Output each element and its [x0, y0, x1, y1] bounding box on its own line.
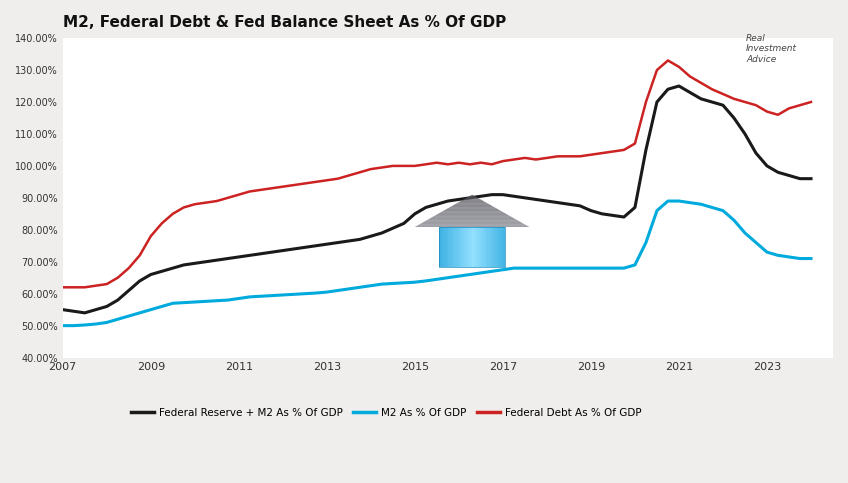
Polygon shape: [460, 201, 485, 202]
Polygon shape: [458, 202, 487, 203]
Polygon shape: [446, 208, 498, 209]
Polygon shape: [445, 209, 499, 210]
Bar: [468, 227, 470, 267]
Polygon shape: [452, 205, 492, 206]
Polygon shape: [421, 223, 523, 224]
Bar: [478, 227, 481, 267]
Polygon shape: [450, 206, 494, 207]
Bar: [448, 227, 450, 267]
Bar: [500, 227, 503, 267]
Legend: Federal Reserve + M2 As % Of GDP, M2 As % Of GDP, Federal Debt As % Of GDP: Federal Reserve + M2 As % Of GDP, M2 As …: [126, 404, 646, 423]
Text: Real
Investment
Advice: Real Investment Advice: [746, 34, 797, 64]
Bar: [494, 227, 496, 267]
Polygon shape: [423, 221, 521, 222]
Bar: [481, 227, 483, 267]
Bar: [461, 227, 463, 267]
Bar: [496, 227, 499, 267]
Polygon shape: [466, 197, 477, 198]
Bar: [489, 227, 492, 267]
Bar: [503, 227, 505, 267]
Text: M2, Federal Debt & Fed Balance Sheet As % Of GDP: M2, Federal Debt & Fed Balance Sheet As …: [63, 15, 506, 30]
Bar: [488, 227, 489, 267]
Polygon shape: [460, 200, 483, 201]
Polygon shape: [471, 195, 473, 196]
Polygon shape: [427, 220, 518, 221]
Bar: [485, 227, 488, 267]
Polygon shape: [437, 214, 508, 215]
Polygon shape: [415, 226, 529, 227]
Bar: [457, 227, 459, 267]
Bar: [439, 227, 505, 267]
Bar: [499, 227, 500, 267]
Polygon shape: [429, 218, 515, 219]
Bar: [459, 227, 461, 267]
Polygon shape: [431, 217, 514, 218]
Bar: [446, 227, 448, 267]
Bar: [463, 227, 466, 267]
Polygon shape: [455, 203, 489, 204]
Bar: [470, 227, 472, 267]
Bar: [444, 227, 446, 267]
Polygon shape: [465, 198, 479, 199]
Polygon shape: [462, 199, 483, 200]
Bar: [466, 227, 468, 267]
Bar: [450, 227, 452, 267]
Polygon shape: [468, 196, 477, 197]
Polygon shape: [438, 213, 506, 214]
Bar: [455, 227, 457, 267]
Polygon shape: [442, 211, 502, 212]
Polygon shape: [422, 222, 522, 223]
Bar: [441, 227, 444, 267]
Bar: [452, 227, 455, 267]
Polygon shape: [419, 224, 525, 225]
Polygon shape: [435, 215, 510, 216]
Bar: [483, 227, 485, 267]
Bar: [492, 227, 494, 267]
Polygon shape: [444, 210, 500, 211]
Bar: [472, 227, 474, 267]
Polygon shape: [454, 204, 491, 205]
Polygon shape: [432, 216, 512, 217]
Polygon shape: [418, 225, 527, 226]
Bar: [474, 227, 477, 267]
Polygon shape: [449, 207, 495, 208]
Polygon shape: [441, 212, 504, 213]
Polygon shape: [427, 219, 516, 220]
Bar: [477, 227, 478, 267]
Bar: [439, 227, 441, 267]
